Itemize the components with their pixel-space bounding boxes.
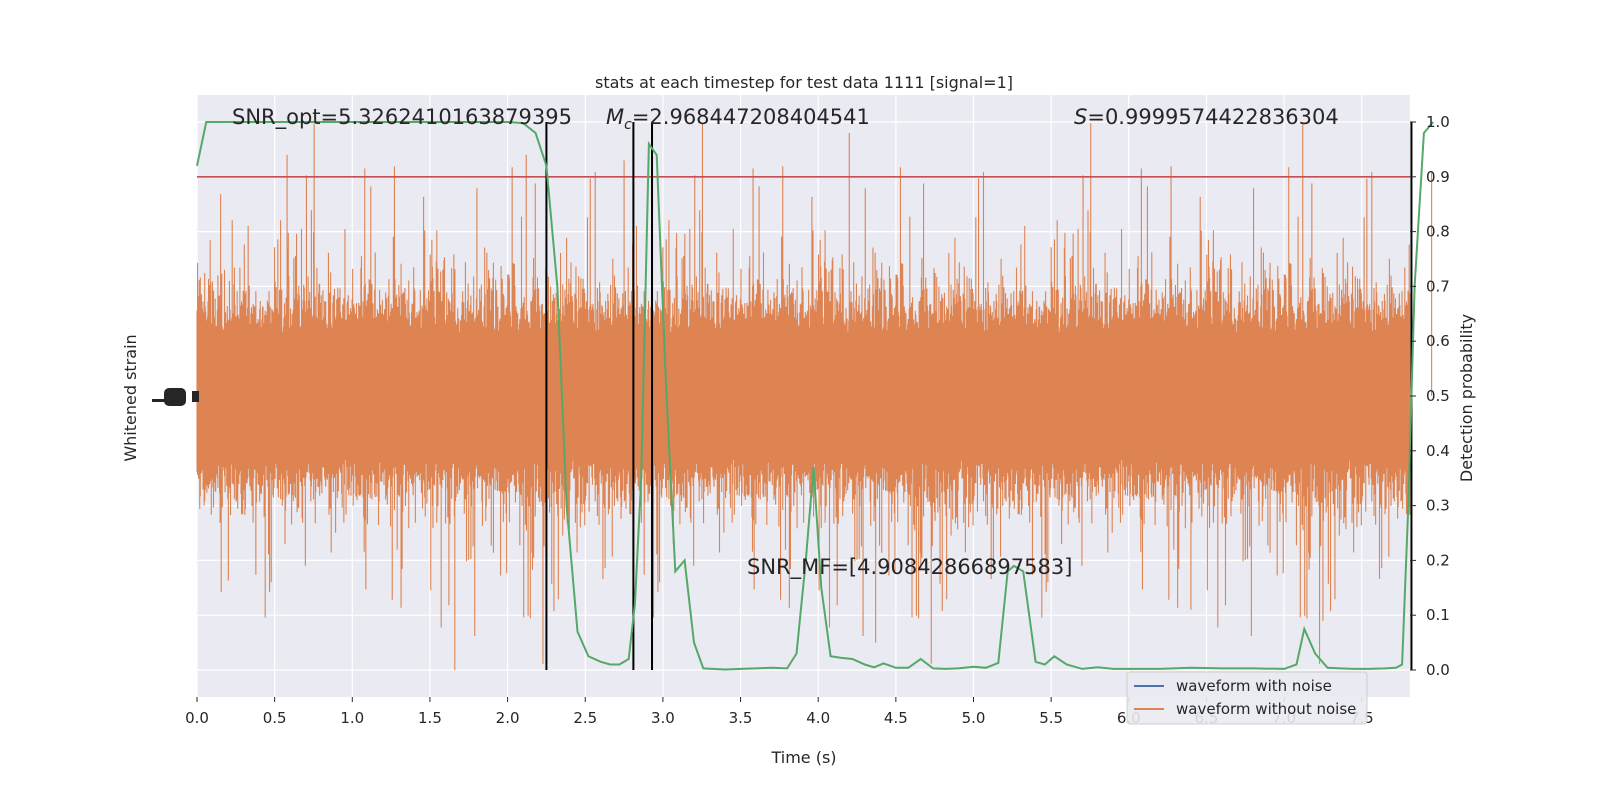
y-tick-label: 0.3: [1426, 497, 1450, 515]
y-tick-label: 0.5: [1426, 387, 1450, 405]
s-symbol: S: [1074, 105, 1087, 129]
annotation-snr-mf: SNR_MF=[4.90842866897583]: [747, 555, 1072, 580]
x-axis-ticks: 0.00.51.01.52.02.53.03.54.04.55.05.56.06…: [185, 697, 1374, 727]
y-tick-label: 0.7: [1426, 277, 1450, 295]
y-tick-label: 0.0: [1426, 661, 1450, 679]
y-tick-label: 1.0: [1426, 113, 1450, 131]
left-axis-overlapping-ticks: [152, 388, 199, 406]
x-tick-label: 4.0: [806, 709, 830, 727]
x-tick-label: 1.0: [340, 709, 364, 727]
chart-title: stats at each timestep for test data 111…: [595, 73, 1013, 92]
chirp-mass-symbol: M: [606, 105, 624, 129]
x-tick-label: 3.5: [729, 709, 753, 727]
annotation-chirp-mass: Mc=2.968447208404541: [606, 105, 870, 133]
legend-box: [1126, 671, 1368, 725]
chirp-mass-subscript: c: [624, 117, 632, 133]
x-axis-label: Time (s): [770, 748, 836, 767]
x-tick-label: 5.0: [962, 709, 986, 727]
annotation-snr-opt: SNR_opt=5.326241016387939​5: [232, 105, 572, 130]
x-tick-label: 3.0: [651, 709, 675, 727]
x-tick-label: 1.5: [418, 709, 442, 727]
y-tick-label: 0.1: [1426, 606, 1450, 624]
y-axis-right-label: Detection probability: [1457, 314, 1476, 482]
legend-label-without-noise: waveform without noise: [1176, 700, 1356, 718]
detection-probability-line: [196, 121, 1434, 671]
x-tick-label: 0.5: [263, 709, 287, 727]
left-tick-blob: [152, 399, 166, 402]
left-tick-blob: [164, 388, 186, 406]
y-tick-label: 0.2: [1426, 551, 1450, 569]
chirp-mass-value: =2.968447208404541: [632, 105, 870, 129]
annotation-s-value: S=0.9999574422836304: [1074, 105, 1339, 129]
x-tick-label: 4.5: [884, 709, 908, 727]
legend: waveform with noise waveform without noi…: [1126, 671, 1368, 725]
x-tick-label: 2.5: [573, 709, 597, 727]
x-tick-label: 0.0: [185, 709, 209, 727]
y-axis-left-label: Whitened strain: [121, 334, 140, 461]
y-tick-label: 0.6: [1426, 332, 1450, 350]
y-tick-label: 0.8: [1426, 223, 1450, 241]
legend-label-with-noise: waveform with noise: [1176, 677, 1332, 695]
y-tick-label: 0.9: [1426, 168, 1450, 186]
s-value: =0.9999574422836304: [1087, 105, 1338, 129]
x-tick-label: 2.0: [496, 709, 520, 727]
y-axis-right-ticks: 0.0 0.1 0.2 0.3 0.4 0.5 0.6 0.7 0.8 0.9 1.0: [1410, 113, 1450, 679]
x-tick-label: 5.5: [1039, 709, 1063, 727]
left-tick-blob: [192, 391, 199, 402]
y-tick-label: 0.4: [1426, 442, 1450, 460]
